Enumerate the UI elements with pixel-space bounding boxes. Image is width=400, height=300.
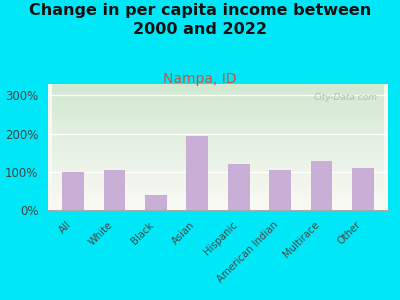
Bar — [311, 161, 332, 210]
Bar — [270, 170, 291, 210]
Bar — [145, 195, 166, 210]
Bar — [104, 170, 125, 210]
Bar — [352, 168, 374, 210]
Text: Change in per capita income between
2000 and 2022: Change in per capita income between 2000… — [29, 3, 371, 37]
Text: Nampa, ID: Nampa, ID — [163, 72, 237, 86]
Bar — [62, 172, 84, 210]
Bar — [186, 136, 208, 210]
Bar — [228, 164, 250, 210]
Text: City-Data.com: City-Data.com — [314, 93, 378, 102]
